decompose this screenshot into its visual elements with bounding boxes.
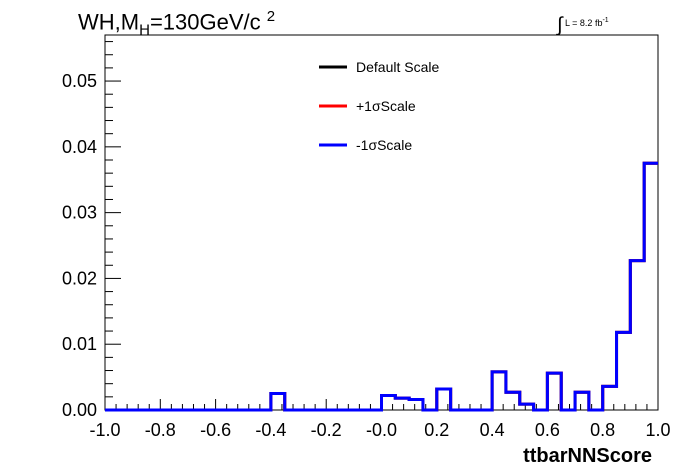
y-tick-label: 0.02 — [62, 268, 97, 288]
series-line — [105, 161, 658, 412]
legend-label: Default Scale — [356, 59, 439, 75]
luminosity-label: ∫ L = 8.2 fb-1 — [557, 14, 609, 37]
y-tick-label: 0.01 — [62, 334, 97, 354]
x-axis-label: ttbarNNScore — [523, 445, 652, 467]
legend-label: -1σScale — [356, 137, 412, 153]
title-subscript: H — [139, 21, 150, 39]
x-tick-label: 0.6 — [535, 420, 560, 440]
x-tick-label: 0.8 — [590, 420, 615, 440]
x-tick-label: -1.0 — [89, 420, 120, 440]
title-superscript: 2 — [266, 8, 276, 25]
luminosity-superscript: -1 — [602, 17, 609, 24]
series-line — [105, 161, 658, 412]
legend-label: +1σScale — [356, 98, 416, 114]
legend: Default Scale +1σScale -1σScale — [319, 59, 439, 153]
y-tick-label: 0.05 — [62, 71, 97, 91]
y-tick-label: 0.04 — [62, 137, 97, 157]
x-tick-label: -0.6 — [200, 420, 231, 440]
x-tick-label: -0.2 — [311, 420, 342, 440]
x-tick-label: 0.4 — [480, 420, 505, 440]
x-tick-label: -0.8 — [145, 420, 176, 440]
x-tick-label: 0.2 — [424, 420, 449, 440]
title-value: =130GeV/c — [149, 9, 261, 35]
x-axis: -1.0 -0.8 -0.6 -0.4 -0.2 -0.0 0.2 0.4 0.6 0.8 1.0 — [89, 399, 671, 440]
series-group — [105, 161, 658, 412]
y-tick-label: 0.03 — [62, 203, 97, 223]
integral-symbol: ∫ — [557, 14, 563, 36]
x-tick-label: 1.0 — [645, 420, 670, 440]
x-tick-label: -0.4 — [255, 420, 286, 440]
y-axis: 0.00 0.01 0.02 0.03 0.04 0.05 — [62, 41, 121, 420]
chart-title: WH,MH=130GeV/c 2 — [78, 8, 275, 39]
plot-frame — [104, 34, 659, 411]
x-tick-label: -0.0 — [366, 420, 397, 440]
y-tick-label: 0.00 — [62, 400, 97, 420]
series-line — [105, 161, 658, 412]
title-prefix: WH,M — [78, 9, 140, 35]
luminosity-text: L = 8.2 fb — [565, 18, 603, 28]
